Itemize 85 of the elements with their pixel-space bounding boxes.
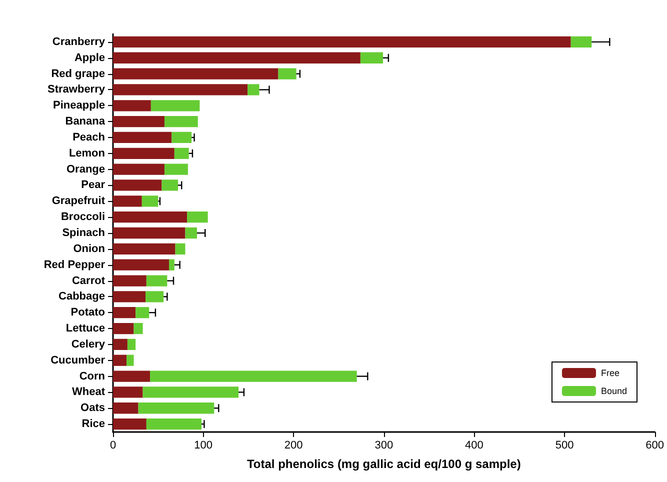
bar bbox=[113, 259, 169, 270]
bar bbox=[127, 338, 136, 350]
y-tick-label: Cucumber bbox=[50, 354, 106, 366]
bar bbox=[113, 180, 162, 191]
y-tick-label: Celery bbox=[71, 338, 106, 350]
bar bbox=[113, 84, 248, 96]
bar bbox=[113, 322, 134, 334]
bar bbox=[113, 354, 127, 366]
bar bbox=[146, 275, 168, 286]
x-axis-title: Total phenolics (mg gallic acid eq/100 g sample) bbox=[246, 457, 521, 471]
bar bbox=[113, 100, 151, 112]
bar bbox=[113, 116, 164, 128]
y-tick-label: Cabbage bbox=[58, 290, 105, 303]
bar bbox=[164, 116, 198, 128]
y-tick-label: Red grape bbox=[51, 68, 105, 80]
bar bbox=[113, 275, 146, 286]
y-tick-label: Rice bbox=[82, 418, 105, 430]
x-tick-label: 300 bbox=[374, 440, 394, 452]
x-tick-label: 0 bbox=[110, 440, 116, 452]
bar bbox=[150, 370, 357, 382]
bar bbox=[113, 36, 571, 48]
y-tick-label: Oats bbox=[80, 402, 105, 414]
bar bbox=[113, 52, 360, 64]
legend-label: Bound bbox=[600, 386, 628, 396]
bar bbox=[113, 386, 143, 398]
bar bbox=[113, 132, 172, 144]
bar bbox=[146, 418, 202, 430]
bar bbox=[360, 52, 384, 64]
bar bbox=[142, 196, 158, 207]
bar bbox=[113, 164, 164, 175]
bar bbox=[185, 227, 197, 239]
bar bbox=[162, 180, 178, 191]
bar bbox=[113, 196, 142, 207]
bar bbox=[164, 164, 188, 175]
bar bbox=[113, 307, 136, 318]
x-tick-label: 600 bbox=[646, 440, 664, 452]
y-tick-label: Pear bbox=[81, 179, 106, 192]
bar bbox=[172, 132, 192, 144]
y-tick-label: Pineapple bbox=[53, 100, 105, 112]
bar bbox=[174, 148, 189, 159]
bar bbox=[126, 354, 134, 366]
y-tick-label: Onion bbox=[73, 242, 106, 255]
y-tick-label: Potato bbox=[70, 306, 106, 319]
bar bbox=[278, 68, 296, 80]
y-tick-label: Strawberry bbox=[48, 84, 106, 96]
x-tick-label: 400 bbox=[465, 440, 484, 452]
bar bbox=[138, 402, 214, 414]
bar bbox=[136, 307, 150, 318]
y-tick-label: Lettuce bbox=[66, 322, 105, 335]
legend-label: Free bbox=[600, 368, 620, 378]
y-tick-label: Broccoli bbox=[60, 211, 105, 224]
bar bbox=[142, 386, 239, 398]
y-tick-label: Banana bbox=[65, 116, 106, 128]
y-tick-label: Cranberry bbox=[52, 36, 106, 48]
bar bbox=[113, 370, 150, 382]
y-tick-label: Wheat bbox=[72, 386, 106, 398]
bar bbox=[113, 212, 188, 223]
bar bbox=[150, 100, 200, 112]
y-tick-label: Apple bbox=[74, 52, 105, 64]
bar bbox=[113, 227, 186, 239]
bar bbox=[113, 338, 128, 350]
y-tick-label: Lemon bbox=[68, 147, 106, 160]
y-tick-label: Spinach bbox=[62, 227, 106, 239]
bar bbox=[113, 243, 176, 254]
x-tick-label: 200 bbox=[284, 440, 303, 452]
y-tick-label: Peach bbox=[72, 131, 106, 144]
bar bbox=[113, 418, 146, 430]
bar bbox=[134, 322, 143, 334]
y-tick-label: Corn bbox=[79, 370, 106, 382]
bar bbox=[113, 68, 278, 80]
y-tick-label: Orange bbox=[66, 163, 105, 176]
bar bbox=[187, 212, 208, 223]
bar bbox=[113, 291, 146, 302]
bar bbox=[248, 84, 260, 96]
x-tick-label: 100 bbox=[194, 440, 212, 452]
y-tick-label: Grapefruit bbox=[52, 195, 106, 208]
bar bbox=[113, 148, 174, 159]
bar bbox=[113, 402, 138, 414]
x-tick-label: 500 bbox=[555, 440, 574, 452]
bar bbox=[146, 291, 164, 302]
y-tick-label: Red Pepper bbox=[44, 258, 106, 271]
bar bbox=[570, 36, 592, 48]
y-tick-label: Carrot bbox=[72, 274, 106, 287]
bar bbox=[168, 259, 174, 270]
bar bbox=[175, 243, 186, 254]
